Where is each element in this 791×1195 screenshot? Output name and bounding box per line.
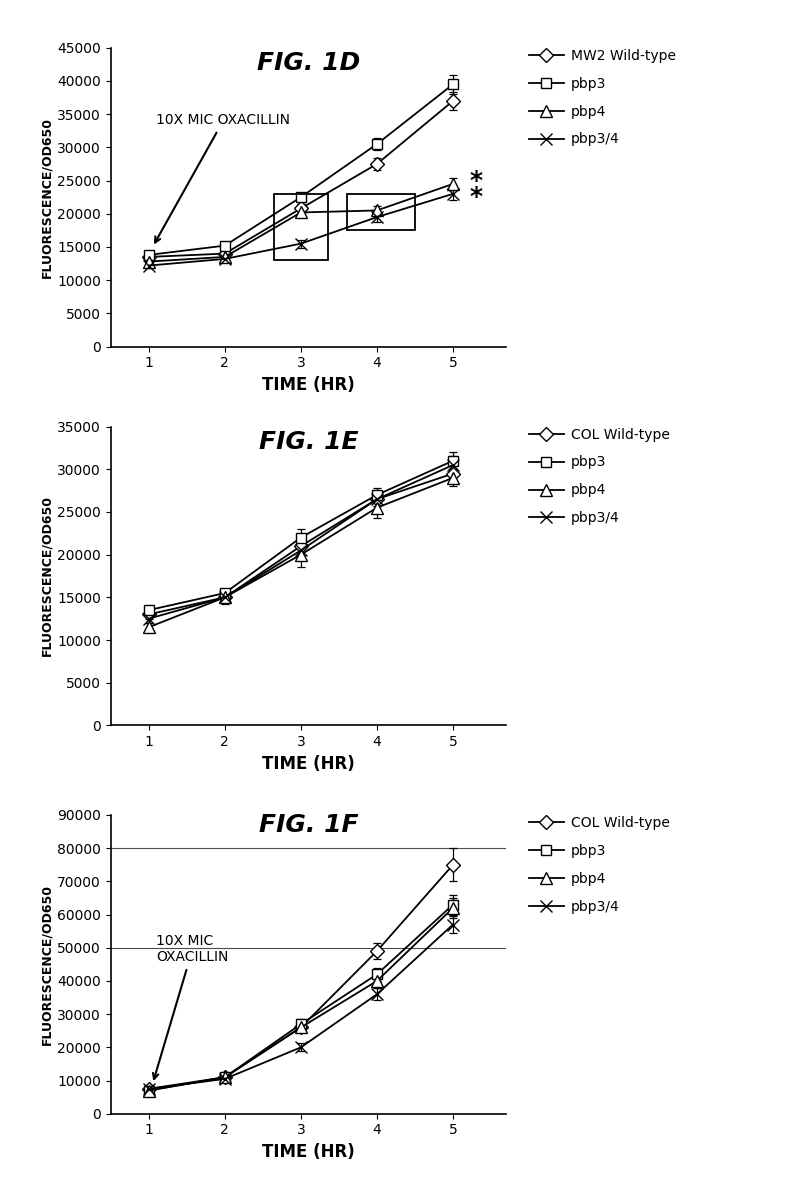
Y-axis label: FLUORESCENCE/OD650: FLUORESCENCE/OD650 bbox=[40, 884, 53, 1044]
Bar bbox=[346, 194, 415, 231]
Y-axis label: FLUORESCENCE/OD650: FLUORESCENCE/OD650 bbox=[40, 117, 53, 277]
Text: 10X MIC OXACILLIN: 10X MIC OXACILLIN bbox=[155, 114, 290, 243]
Text: FIG. 1E: FIG. 1E bbox=[259, 430, 358, 454]
X-axis label: TIME (HR): TIME (HR) bbox=[262, 755, 355, 773]
Bar bbox=[274, 194, 327, 261]
Legend: COL Wild-type, pbp3, pbp4, pbp3/4: COL Wild-type, pbp3, pbp4, pbp3/4 bbox=[529, 428, 669, 526]
Text: *: * bbox=[470, 185, 483, 209]
Text: FIG. 1F: FIG. 1F bbox=[259, 813, 358, 836]
Y-axis label: FLUORESCENCE/OD650: FLUORESCENCE/OD650 bbox=[40, 496, 53, 656]
Legend: MW2 Wild-type, pbp3, pbp4, pbp3/4: MW2 Wild-type, pbp3, pbp4, pbp3/4 bbox=[529, 49, 676, 147]
Text: FIG. 1D: FIG. 1D bbox=[257, 51, 360, 75]
Text: 10X MIC
OXACILLIN: 10X MIC OXACILLIN bbox=[153, 934, 229, 1079]
Text: *: * bbox=[470, 168, 483, 192]
Legend: COL Wild-type, pbp3, pbp4, pbp3/4: COL Wild-type, pbp3, pbp4, pbp3/4 bbox=[529, 816, 669, 914]
X-axis label: TIME (HR): TIME (HR) bbox=[262, 376, 355, 394]
X-axis label: TIME (HR): TIME (HR) bbox=[262, 1144, 355, 1162]
